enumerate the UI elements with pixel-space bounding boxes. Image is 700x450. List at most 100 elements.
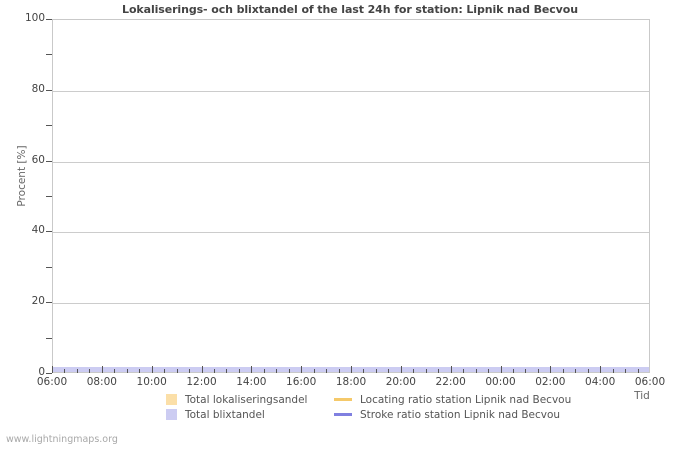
x-axis-tick-minor [588, 369, 589, 373]
legend-item-total-lokaliseringsandel[interactable]: Total lokaliseringsandel [166, 394, 334, 406]
x-axis-tick-minor [127, 369, 128, 373]
x-axis-tick-minor [426, 369, 427, 373]
legend-swatch-icon [166, 409, 177, 420]
watermark: www.lightningmaps.org [6, 434, 118, 445]
x-axis-tick-minor [64, 369, 65, 373]
y-axis-tick [46, 160, 52, 162]
x-axis-tick [102, 366, 103, 373]
x-axis-tick-minor [575, 369, 576, 373]
x-axis-tick-minor [563, 369, 564, 373]
y-axis-tick-minor [46, 196, 52, 197]
x-axis-tick-label: 16:00 [286, 376, 317, 388]
gridline [53, 303, 649, 305]
x-axis-tick-minor [264, 369, 265, 373]
legend-item-total-blixtandel[interactable]: Total blixtandel [166, 409, 334, 421]
y-axis-tick-minor [46, 54, 52, 56]
x-axis-tick-minor [363, 369, 364, 373]
x-axis-tick-minor [77, 369, 78, 373]
y-axis-tick-label: 40 [31, 224, 45, 237]
x-axis-tick-minor [139, 369, 140, 373]
x-axis-tick-minor [89, 369, 90, 373]
x-axis-tick-minor [326, 369, 327, 373]
x-axis-tick-label: 10:00 [136, 376, 167, 388]
y-axis-tick-minor [46, 337, 52, 339]
chart-legend: Total lokaliseringsandel Locating ratio … [166, 392, 636, 422]
y-axis-tick-minor [46, 125, 52, 127]
gridline [53, 232, 649, 234]
x-axis-tick-minor [314, 369, 315, 373]
x-axis-tick [550, 366, 551, 373]
x-axis-tick [251, 366, 252, 373]
x-axis-tick-minor [189, 369, 190, 373]
x-axis-tick-minor [177, 369, 178, 373]
x-axis-tick-minor [525, 369, 526, 373]
x-axis-tick-label: 20:00 [385, 376, 416, 388]
x-axis-tick-minor [625, 369, 626, 373]
legend-line-icon [334, 398, 352, 401]
x-axis-tick-minor [114, 369, 115, 373]
x-axis-tick-minor [538, 369, 539, 373]
x-axis-tick-minor [339, 369, 340, 373]
x-axis-tick-minor [638, 369, 639, 373]
x-axis-tick-minor [463, 369, 464, 373]
gridline [53, 90, 649, 92]
x-axis-tick [301, 366, 302, 373]
y-axis-tick-label: 20 [31, 295, 45, 308]
x-axis-tick-minor [388, 369, 389, 373]
y-axis-tick-minor [46, 266, 52, 268]
x-axis-tick-label: 04:00 [585, 376, 616, 388]
x-axis-tick-minor [513, 369, 514, 373]
x-axis-tick-minor [613, 369, 614, 373]
y-axis-tick [46, 89, 52, 91]
y-axis-tick [46, 19, 52, 20]
legend-swatch-icon [166, 394, 177, 405]
x-axis-tick [152, 366, 153, 373]
x-axis-tick-minor [214, 369, 215, 373]
legend-row: Total blixtandel Stroke ratio station Li… [166, 407, 636, 422]
x-axis-tick-minor [276, 369, 277, 373]
x-axis-tick-label: 12:00 [186, 376, 217, 388]
plot-area [52, 19, 650, 373]
gridline [53, 161, 649, 163]
y-axis-tick-label: 100 [24, 12, 45, 24]
legend-label: Locating ratio station Lipnik nad Becvou [360, 393, 572, 406]
legend-label: Stroke ratio station Lipnik nad Becvou [360, 408, 561, 421]
y-axis-tick [46, 302, 52, 304]
x-axis-tick [501, 366, 502, 373]
x-axis-tick-label: 14:00 [236, 376, 267, 388]
chart-title: Lokaliserings- och blixtandel of the las… [122, 3, 578, 16]
x-axis-tick-minor [376, 369, 377, 373]
x-axis-tick-label: 00:00 [485, 376, 516, 388]
x-axis-tick-label: 02:00 [535, 376, 566, 388]
y-axis-tick-label: 0 [38, 366, 45, 378]
y-axis-tick [46, 231, 52, 233]
x-axis-tick-minor [226, 369, 227, 373]
x-axis-tick-minor [289, 369, 290, 373]
x-axis-tick-label: 08:00 [86, 376, 117, 388]
x-axis-tick-minor [413, 369, 414, 373]
y-axis-title: Procent [%] [16, 145, 28, 207]
legend-line-icon [334, 413, 352, 416]
x-axis-tick-label: 22:00 [435, 376, 466, 388]
legend-label: Total blixtandel [185, 408, 265, 421]
x-axis-tick-minor [438, 369, 439, 373]
legend-label: Total lokaliseringsandel [185, 393, 308, 406]
x-axis-tick-label: 06:00 [634, 376, 666, 388]
x-axis-tick [600, 366, 601, 373]
x-axis-tick-minor [488, 369, 489, 373]
x-axis-tick-minor [164, 369, 165, 373]
legend-item-stroke-ratio[interactable]: Stroke ratio station Lipnik nad Becvou [334, 409, 634, 421]
x-axis-tick [52, 366, 53, 373]
x-axis-tick-label: 06:00 [36, 376, 68, 388]
x-axis-title: Tid [634, 390, 650, 402]
y-axis-tick-label: 80 [31, 82, 45, 95]
x-axis-tick [401, 366, 402, 373]
legend-item-locating-ratio[interactable]: Locating ratio station Lipnik nad Becvou [334, 394, 634, 406]
y-axis-tick [46, 373, 52, 374]
x-axis-tick [202, 366, 203, 373]
x-axis-tick-minor [476, 369, 477, 373]
x-axis-tick-minor [239, 369, 240, 373]
y-axis-tick-label: 60 [31, 153, 45, 166]
legend-row: Total lokaliseringsandel Locating ratio … [166, 392, 636, 407]
x-axis-tick [451, 366, 452, 373]
